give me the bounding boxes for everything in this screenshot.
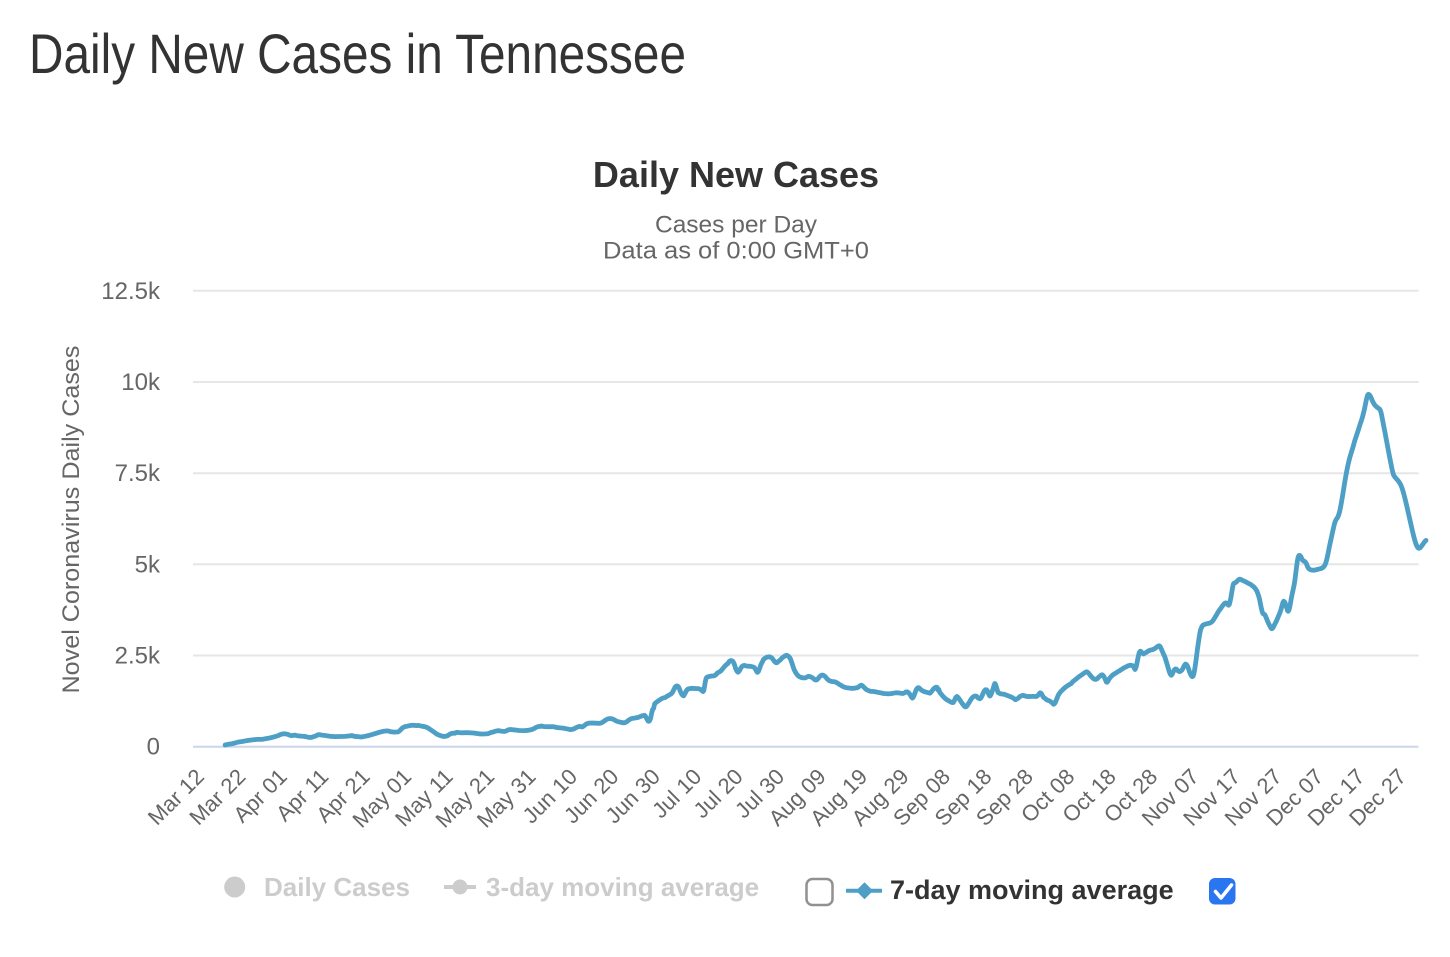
svg-text:Cases per Day: Cases per Day bbox=[655, 212, 817, 239]
svg-text:Daily New Cases: Daily New Cases bbox=[593, 154, 879, 195]
svg-text:Daily New Cases in Tennessee: Daily New Cases in Tennessee bbox=[29, 22, 686, 85]
svg-text:7.5k: 7.5k bbox=[115, 460, 161, 487]
svg-text:2.5k: 2.5k bbox=[115, 643, 161, 670]
svg-text:Data as of 0:00 GMT+0: Data as of 0:00 GMT+0 bbox=[603, 238, 869, 265]
svg-text:10k: 10k bbox=[121, 369, 161, 396]
svg-text:Novel Coronavirus Daily Cases: Novel Coronavirus Daily Cases bbox=[58, 346, 85, 694]
svg-text:7-day moving average: 7-day moving average bbox=[890, 875, 1174, 905]
svg-text:0: 0 bbox=[147, 734, 160, 761]
svg-text:5k: 5k bbox=[135, 551, 161, 578]
svg-text:12.5k: 12.5k bbox=[101, 278, 161, 305]
svg-text:3-day moving average: 3-day moving average bbox=[486, 872, 759, 902]
svg-text:Daily Cases: Daily Cases bbox=[264, 872, 410, 902]
